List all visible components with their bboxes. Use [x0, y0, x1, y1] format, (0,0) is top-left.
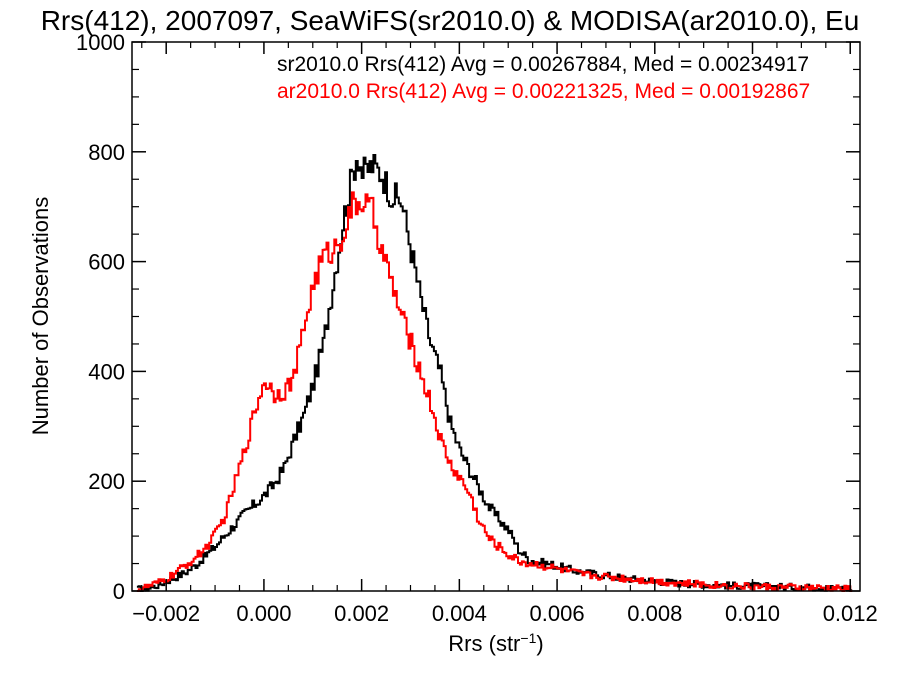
x-tick-label: 0.010 — [725, 601, 780, 626]
annotation-black: sr2010.0 Rrs(412) Avg = 0.00267884, Med … — [277, 53, 809, 76]
x-axis-label: Rrs (str−1) — [448, 630, 543, 656]
y-tick-label: 600 — [88, 250, 125, 275]
x-tick-label: 0.008 — [627, 601, 682, 626]
y-tick-label: 200 — [88, 469, 125, 494]
chart-title: Rrs(412), 2007097, SeaWiFS(sr2010.0) & M… — [41, 5, 860, 36]
x-tick-label: 0.012 — [823, 601, 878, 626]
x-tick-label: 0.000 — [236, 601, 291, 626]
x-axis-label-sup: −1 — [520, 630, 536, 646]
histogram-series-1 — [136, 191, 853, 592]
series-layer — [136, 154, 853, 592]
x-axis-label-main: Rrs (str — [448, 631, 520, 656]
y-axis-label: Number of Observations — [28, 197, 53, 435]
plot-frame — [131, 41, 861, 592]
x-tick-label: 0.006 — [530, 601, 585, 626]
x-tick-label: −0.002 — [132, 601, 200, 626]
x-tick-label: 0.002 — [334, 601, 389, 626]
x-tick-label: 0.004 — [432, 601, 487, 626]
y-tick-label: 400 — [88, 359, 125, 384]
annotation-red: ar2010.0 Rrs(412) Avg = 0.00221325, Med … — [277, 80, 810, 103]
y-tick-label: 1000 — [76, 30, 125, 55]
ticks-layer: −0.002 0.000 0.002 0.004 0.006 0.008 0.010 0.01… — [76, 30, 878, 626]
x-axis-label-close: ) — [536, 631, 543, 656]
y-tick-label: 800 — [88, 140, 125, 165]
histogram-series-0 — [136, 154, 853, 592]
y-tick-label: 0 — [113, 579, 125, 604]
